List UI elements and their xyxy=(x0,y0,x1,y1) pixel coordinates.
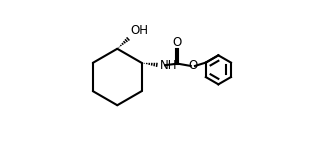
Text: O: O xyxy=(172,36,181,49)
Text: NH: NH xyxy=(160,59,177,72)
Text: O: O xyxy=(188,59,197,72)
Text: OH: OH xyxy=(131,24,148,36)
